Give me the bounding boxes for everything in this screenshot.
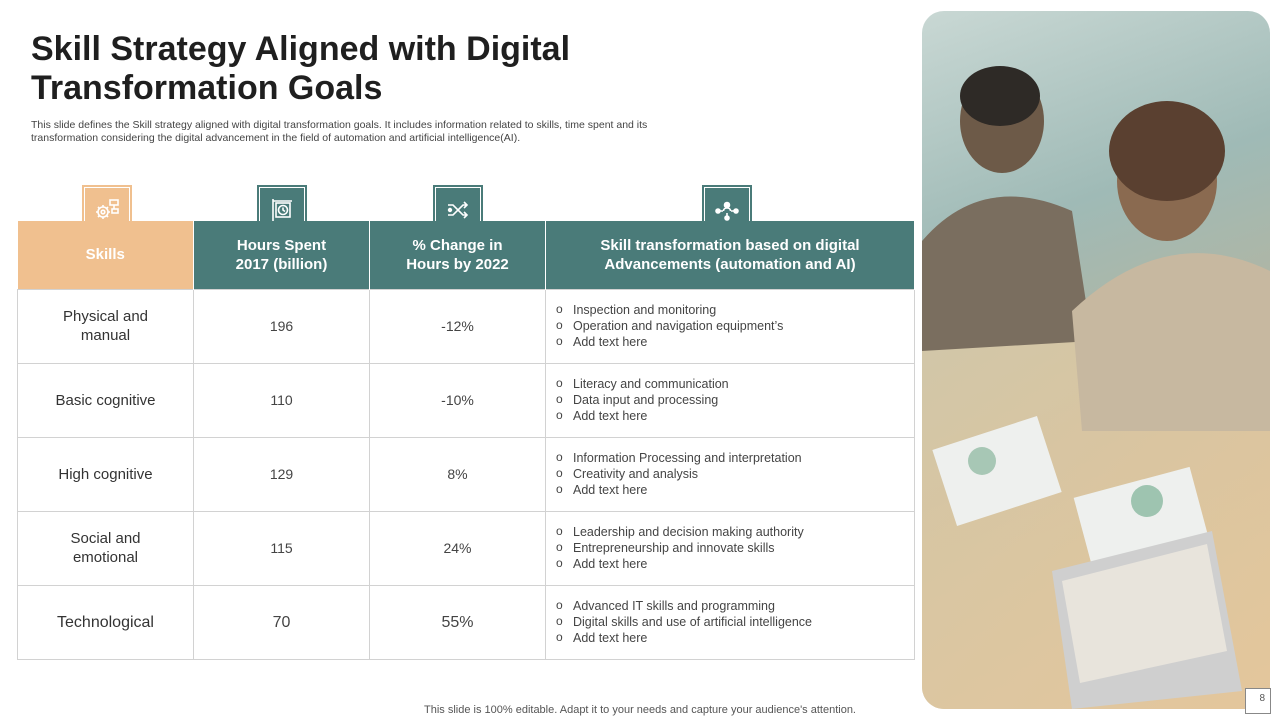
- change-cell: -12%: [369, 288, 546, 364]
- skill-cell: Physical and manual: [17, 288, 194, 364]
- slide-title: Skill Strategy Aligned with Digital Tran…: [31, 30, 571, 107]
- hours-cell: 196: [193, 288, 370, 364]
- list-item: Information Processing and interpretatio…: [556, 449, 914, 466]
- list-item: Add text here: [556, 333, 914, 350]
- page-number: 8: [1245, 688, 1271, 714]
- header-change: % Change in Hours by 2022: [369, 221, 546, 289]
- header-hours: Hours Spent 2017 (billion): [193, 221, 370, 289]
- table-row: Basic cognitive 110 -10% Literacy and co…: [17, 362, 915, 438]
- header-transformation: Skill transformation based on digital Ad…: [545, 221, 915, 289]
- list-item: Leadership and decision making authority: [556, 523, 914, 540]
- table-row: High cognitive 129 8% Information Proces…: [17, 436, 915, 512]
- hours-cell: 115: [193, 510, 370, 586]
- team-meeting-photo: [922, 11, 1270, 709]
- slide-subtitle: This slide defines the Skill strategy al…: [31, 119, 648, 144]
- table-row: Physical and manual 196 -12% Inspection …: [17, 288, 915, 364]
- table-row: Technological 70 55% Advanced IT skills …: [17, 584, 915, 660]
- change-cell: 55%: [369, 584, 546, 660]
- list-item: Data input and processing: [556, 391, 914, 408]
- list-item: Creativity and analysis: [556, 465, 914, 482]
- transformation-cell: Information Processing and interpretatio…: [545, 436, 915, 512]
- skill-cell: Technological: [17, 584, 194, 660]
- list-item: Advanced IT skills and programming: [556, 597, 914, 614]
- list-item: Digital skills and use of artificial int…: [556, 613, 914, 630]
- change-cell: -10%: [369, 362, 546, 438]
- list-item: Add text here: [556, 629, 914, 646]
- list-item: Add text here: [556, 407, 914, 424]
- skills-table: Skills Hours Spent 2017 (billion) % Chan…: [17, 221, 915, 660]
- table-header-row: Skills Hours Spent 2017 (billion) % Chan…: [17, 221, 915, 289]
- skill-cell: Basic cognitive: [17, 362, 194, 438]
- hours-cell: 70: [193, 584, 370, 660]
- header-skills: Skills: [17, 221, 194, 289]
- table-row: Social and emotional 115 24% Leadership …: [17, 510, 915, 586]
- change-cell: 24%: [369, 510, 546, 586]
- transformation-cell: Advanced IT skills and programming Digit…: [545, 584, 915, 660]
- skill-cell: Social and emotional: [17, 510, 194, 586]
- list-item: Inspection and monitoring: [556, 301, 914, 318]
- change-cell: 8%: [369, 436, 546, 512]
- hours-cell: 110: [193, 362, 370, 438]
- list-item: Add text here: [556, 555, 914, 572]
- list-item: Operation and navigation equipment’s: [556, 317, 914, 334]
- list-item: Add text here: [556, 481, 914, 498]
- skill-cell: High cognitive: [17, 436, 194, 512]
- footer-note: This slide is 100% editable. Adapt it to…: [424, 704, 856, 716]
- transformation-cell: Literacy and communication Data input an…: [545, 362, 915, 438]
- transformation-cell: Leadership and decision making authority…: [545, 510, 915, 586]
- hours-cell: 129: [193, 436, 370, 512]
- list-item: Literacy and communication: [556, 375, 914, 392]
- list-item: Entrepreneurship and innovate skills: [556, 539, 914, 556]
- transformation-cell: Inspection and monitoring Operation and …: [545, 288, 915, 364]
